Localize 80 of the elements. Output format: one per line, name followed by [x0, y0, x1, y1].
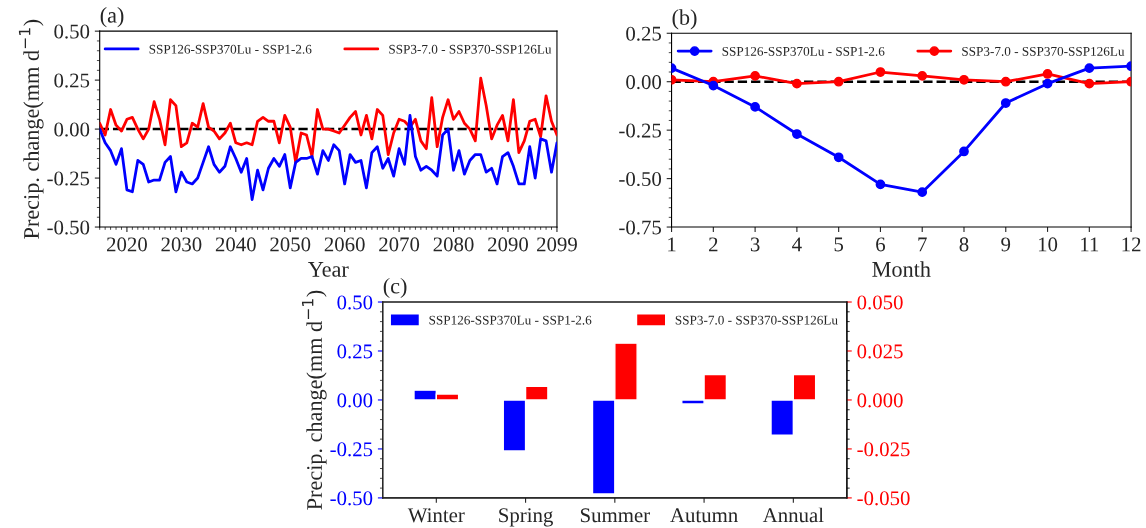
legend-label: SSP3-7.0 - SSP370-SSP126Lu: [675, 315, 838, 325]
point: [1000, 76, 1011, 87]
y-tick-label: 0.25: [337, 344, 373, 359]
y-tick-label: 0.50: [337, 295, 373, 310]
point: [917, 71, 928, 81]
x-tick-label: Summer: [580, 508, 650, 523]
x-tick-label: 10: [1038, 237, 1058, 252]
y-axis-title: Precip. change(mm d$^{−1}$): [301, 290, 327, 510]
line-series: [99, 113, 557, 202]
y2-tick-label: -0.025: [857, 442, 910, 457]
y-tick-label: -0.25: [619, 123, 662, 138]
x-tick-label: 2099: [537, 237, 577, 252]
x-tick-label: 2090: [488, 237, 528, 252]
point: [792, 129, 802, 139]
y-tick-label: 0.00: [54, 122, 90, 137]
x-axis-title: Year: [308, 262, 349, 277]
x-tick-label: 9: [1001, 237, 1011, 252]
x-tick-label: 2020: [107, 237, 147, 252]
x-tick-label: 2040: [215, 237, 256, 252]
line-series: [99, 76, 557, 164]
x-tick-label: 2080: [433, 237, 474, 252]
x-tick-label: 4: [792, 237, 802, 252]
y-axis-title: Precip. change(mm d$^{−1}$): [18, 19, 44, 239]
x-tick-label: Annual: [762, 507, 824, 523]
x-tick-label: 11: [1081, 237, 1099, 252]
x-tick-label: 2: [709, 237, 718, 252]
y-tick-label: -0.25: [47, 171, 90, 186]
point: [1084, 78, 1095, 89]
point: [1042, 78, 1053, 89]
point: [959, 74, 969, 85]
x-tick-label: 8: [959, 237, 969, 252]
x-tick-label: 2070: [379, 237, 420, 252]
x-tick-label: 2050: [270, 237, 311, 252]
legend-label: SSP126-SSP370Lu - SSP1-2.6: [429, 315, 592, 325]
y2-tick-label: -0.050: [857, 491, 910, 506]
point: [708, 80, 719, 91]
y-tick-label: -0.25: [330, 442, 373, 457]
point: [959, 146, 969, 157]
y-tick-label: -0.50: [47, 220, 90, 235]
legend-label: SSP126-SSP370Lu - SSP1-2.6: [149, 44, 312, 54]
y-tick-label: -0.50: [330, 491, 373, 506]
x-axis-title: Month: [872, 261, 931, 277]
x-tick-label: 2030: [161, 237, 202, 252]
x-tick-label: 6: [876, 237, 886, 252]
x-tick-label: 5: [834, 237, 844, 252]
legend-label: SSP126-SSP370Lu - SSP1-2.6: [722, 46, 885, 56]
point: [875, 179, 886, 190]
chart-title: (a): [100, 7, 124, 28]
x-tick-label: Autumn: [670, 508, 738, 523]
point: [750, 71, 760, 81]
y-tick-label: 0.00: [626, 75, 662, 90]
y-tick-label: -0.50: [619, 171, 662, 187]
point: [875, 67, 886, 77]
point: [1084, 63, 1095, 74]
x-tick-label: Winter: [407, 508, 465, 523]
point: [833, 76, 844, 87]
x-tick-label: 2060: [324, 237, 365, 252]
x-tick-label: 12: [1122, 237, 1141, 252]
x-tick-label: Spring: [499, 508, 553, 527]
y2-tick-label: 0.000: [857, 393, 903, 408]
point: [750, 102, 760, 112]
point: [833, 152, 844, 163]
point: [792, 78, 802, 89]
y-tick-label: -0.75: [619, 220, 662, 235]
point: [1000, 98, 1011, 108]
y2-tick-label: 0.050: [857, 295, 903, 310]
x-tick-label: 3: [750, 237, 760, 252]
y2-tick-label: 0.025: [857, 344, 903, 359]
x-tick-label: 7: [918, 237, 927, 252]
point: [917, 187, 928, 198]
legend-label: SSP3-7.0 - SSP370-SSP126Lu: [962, 46, 1125, 56]
legend-label: SSP3-7.0 - SSP370-SSP126Lu: [389, 44, 552, 54]
y-tick-label: 0.25: [54, 73, 90, 88]
chart-title: (b): [672, 9, 697, 30]
y-tick-label: 0.50: [54, 24, 90, 39]
y-tick-label: 0.00: [337, 393, 373, 408]
y-tick-label: 0.25: [626, 26, 662, 41]
point: [1042, 69, 1053, 79]
x-tick-label: 1: [668, 237, 676, 252]
chart-title: (c): [383, 277, 407, 299]
